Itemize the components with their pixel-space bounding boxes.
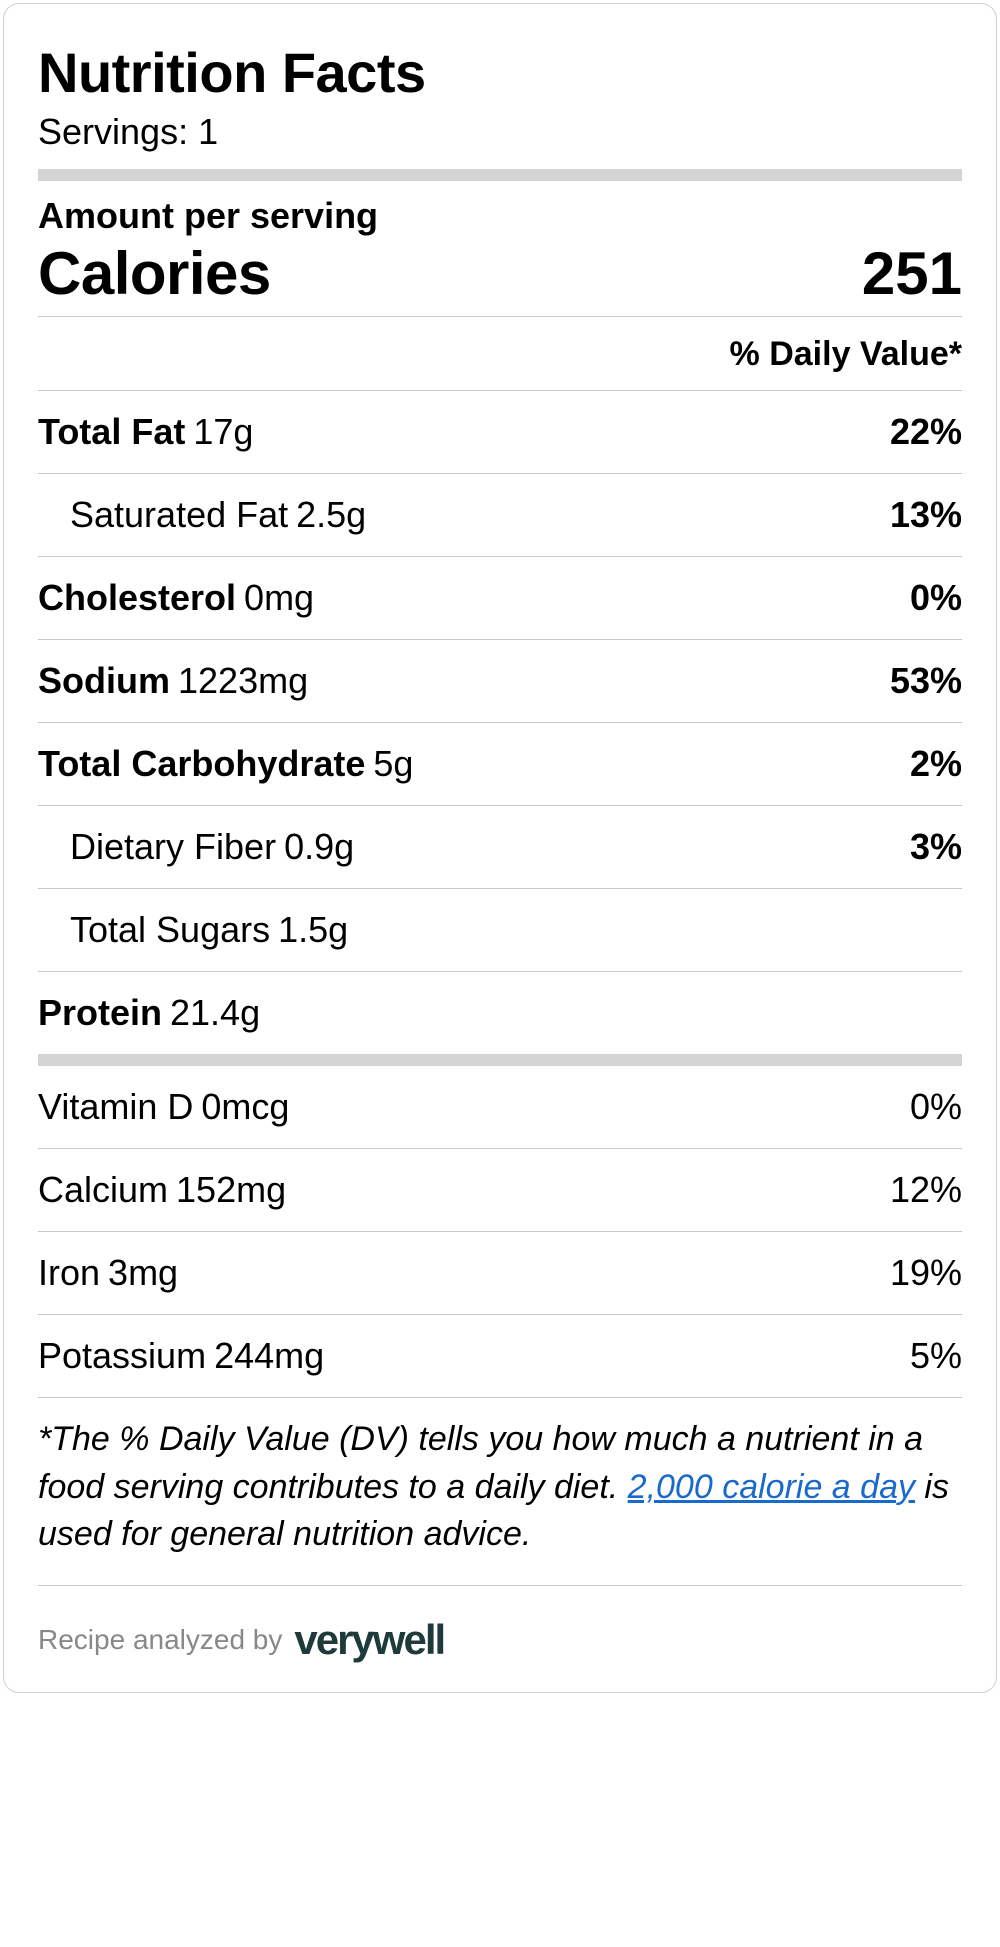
- nutrient-value: 152mg: [176, 1169, 286, 1210]
- servings-value: 1: [198, 111, 218, 152]
- nutrient-pct: 0%: [910, 577, 962, 619]
- daily-value-footnote: *The % Daily Value (DV) tells you how mu…: [38, 1398, 962, 1586]
- daily-value-header: % Daily Value*: [38, 317, 962, 391]
- nutrient-row-sodium: Sodium1223mg 53%: [38, 640, 962, 723]
- micronutrient-row-potassium: Potassium244mg 5%: [38, 1315, 962, 1398]
- nutrient-label: Dietary Fiber: [70, 826, 276, 867]
- nutrient-label: Saturated Fat: [70, 494, 288, 535]
- panel-title: Nutrition Facts: [38, 40, 962, 105]
- nutrient-row-total-carbohydrate: Total Carbohydrate5g 2%: [38, 723, 962, 806]
- nutrient-pct: 0%: [910, 1086, 962, 1128]
- nutrition-facts-panel: Nutrition Facts Servings: 1 Amount per s…: [3, 3, 997, 1693]
- micronutrient-row-iron: Iron3mg 19%: [38, 1232, 962, 1315]
- calorie-link[interactable]: 2,000 calorie a day: [628, 1468, 915, 1506]
- nutrient-label-wrap: Saturated Fat2.5g: [38, 494, 366, 536]
- nutrient-row-dietary-fiber: Dietary Fiber0.9g 3%: [38, 806, 962, 889]
- nutrient-pct: 13%: [890, 494, 962, 536]
- nutrient-label-wrap: Total Sugars1.5g: [38, 909, 348, 951]
- micronutrient-row-vitamin-d: Vitamin D0mcg 0%: [38, 1066, 962, 1149]
- nutrient-label-wrap: Potassium244mg: [38, 1335, 324, 1377]
- brand-logo: verywell: [294, 1616, 444, 1664]
- nutrient-label: Sodium: [38, 660, 170, 701]
- nutrient-label: Potassium: [38, 1335, 206, 1376]
- nutrient-label-wrap: Calcium152mg: [38, 1169, 286, 1211]
- nutrient-label: Protein: [38, 992, 162, 1033]
- nutrient-label-wrap: Total Carbohydrate5g: [38, 743, 413, 785]
- nutrient-value: 5g: [373, 743, 413, 784]
- thick-divider: [38, 169, 962, 181]
- nutrient-label: Iron: [38, 1252, 100, 1293]
- nutrient-value: 17g: [193, 411, 253, 452]
- nutrient-pct: 22%: [890, 411, 962, 453]
- nutrient-label-wrap: Sodium1223mg: [38, 660, 308, 702]
- nutrient-pct: 2%: [910, 743, 962, 785]
- nutrient-label: Total Sugars: [70, 909, 270, 950]
- nutrient-label-wrap: Vitamin D0mcg: [38, 1086, 289, 1128]
- nutrient-value: 0mcg: [201, 1086, 289, 1127]
- nutrient-label-wrap: Iron3mg: [38, 1252, 178, 1294]
- nutrient-label: Total Fat: [38, 411, 185, 452]
- amount-per-serving-label: Amount per serving: [38, 195, 962, 237]
- nutrient-row-protein: Protein21.4g: [38, 972, 962, 1054]
- nutrient-value: 0.9g: [284, 826, 354, 867]
- servings-row: Servings: 1: [38, 111, 962, 153]
- nutrient-label: Calcium: [38, 1169, 168, 1210]
- analyzed-by-text: Recipe analyzed by: [38, 1624, 282, 1656]
- nutrient-value: 3mg: [108, 1252, 178, 1293]
- nutrient-row-saturated-fat: Saturated Fat2.5g 13%: [38, 474, 962, 557]
- nutrient-pct: 5%: [910, 1335, 962, 1377]
- nutrient-label-wrap: Cholesterol0mg: [38, 577, 314, 619]
- nutrient-value: 21.4g: [170, 992, 260, 1033]
- calories-label: Calories: [38, 239, 271, 308]
- nutrient-value: 1.5g: [278, 909, 348, 950]
- nutrient-label: Cholesterol: [38, 577, 236, 618]
- nutrient-pct: 3%: [910, 826, 962, 868]
- micronutrient-row-calcium: Calcium152mg 12%: [38, 1149, 962, 1232]
- nutrient-label-wrap: Dietary Fiber0.9g: [38, 826, 354, 868]
- nutrient-row-total-sugars: Total Sugars1.5g: [38, 889, 962, 972]
- calories-value: 251: [862, 239, 962, 308]
- nutrient-value: 0mg: [244, 577, 314, 618]
- nutrient-label: Total Carbohydrate: [38, 743, 365, 784]
- nutrient-label-wrap: Total Fat17g: [38, 411, 253, 453]
- nutrient-pct: 53%: [890, 660, 962, 702]
- mid-divider: [38, 1054, 962, 1066]
- nutrient-pct: 19%: [890, 1252, 962, 1294]
- nutrient-value: 244mg: [214, 1335, 324, 1376]
- calories-row: Calories 251: [38, 239, 962, 308]
- nutrient-label-wrap: Protein21.4g: [38, 992, 260, 1034]
- servings-label: Servings:: [38, 111, 188, 152]
- nutrient-value: 2.5g: [296, 494, 366, 535]
- nutrient-row-cholesterol: Cholesterol0mg 0%: [38, 557, 962, 640]
- nutrient-row-total-fat: Total Fat17g 22%: [38, 391, 962, 474]
- nutrient-label: Vitamin D: [38, 1086, 193, 1127]
- analyzed-by-row: Recipe analyzed by verywell: [38, 1616, 962, 1664]
- nutrient-value: 1223mg: [178, 660, 308, 701]
- nutrient-pct: 12%: [890, 1169, 962, 1211]
